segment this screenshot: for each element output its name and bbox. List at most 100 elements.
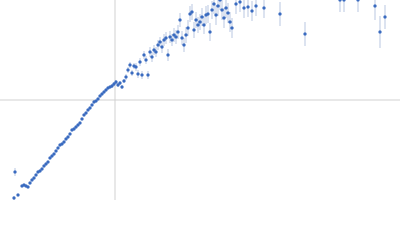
data-point: [74, 125, 78, 129]
data-point: [136, 72, 140, 76]
data-point: [184, 33, 188, 37]
data-point: [180, 36, 184, 40]
data-point: [30, 178, 34, 182]
data-point: [16, 193, 20, 197]
data-point: [148, 50, 152, 54]
data-point: [194, 18, 198, 22]
data-point: [202, 23, 206, 27]
data-point: [12, 196, 16, 200]
data-point: [146, 73, 150, 77]
data-point: [72, 127, 76, 131]
data-point: [78, 121, 82, 125]
data-point: [278, 12, 282, 16]
data-point: [220, 8, 224, 12]
data-point: [214, 13, 218, 17]
data-point: [96, 97, 100, 101]
data-point: [182, 43, 186, 47]
data-point: [80, 117, 84, 121]
data-point: [238, 0, 242, 4]
data-point: [200, 15, 204, 19]
data-point: [42, 164, 46, 168]
data-point: [210, 8, 214, 12]
data-point: [104, 88, 108, 92]
data-point: [178, 18, 182, 22]
data-point: [206, 12, 210, 16]
data-point: [94, 99, 98, 103]
data-point: [90, 103, 94, 107]
data-point: [66, 135, 70, 139]
data-point: [216, 4, 220, 8]
data-point: [50, 154, 54, 158]
data-point: [170, 38, 174, 42]
data-point: [356, 0, 360, 2]
data-point: [64, 137, 68, 141]
data-point: [44, 162, 48, 166]
data-point: [338, 0, 342, 2]
data-point: [124, 75, 128, 79]
data-point: [60, 142, 64, 146]
data-point: [224, 6, 228, 10]
data-point: [158, 40, 162, 44]
data-point: [52, 152, 56, 156]
data-point: [86, 108, 90, 112]
data-point: [28, 181, 32, 185]
data-point: [116, 83, 120, 87]
data-point: [150, 55, 154, 59]
data-point: [62, 140, 66, 144]
data-point: [84, 111, 88, 115]
data-point: [218, 0, 222, 2]
data-point: [162, 38, 166, 42]
data-point: [160, 45, 164, 49]
data-point: [82, 113, 86, 117]
data-point: [140, 73, 144, 77]
data-point: [342, 0, 346, 2]
data-point: [48, 156, 52, 160]
data-point: [112, 82, 116, 86]
data-point: [110, 84, 114, 88]
data-point: [383, 15, 387, 19]
data-point: [156, 43, 160, 47]
data-point: [68, 132, 72, 136]
data-point: [34, 173, 38, 177]
data-point: [154, 50, 158, 54]
data-point: [164, 36, 168, 40]
data-point: [138, 60, 142, 64]
data-point: [166, 53, 170, 57]
data-point: [32, 176, 36, 180]
data-point: [230, 26, 234, 30]
data-point: [46, 160, 50, 164]
data-point: [130, 71, 134, 75]
chart: [0, 0, 400, 200]
data-point: [102, 90, 106, 94]
data-point: [250, 9, 254, 13]
data-point: [134, 65, 138, 69]
data-point: [172, 33, 176, 37]
data-point: [222, 16, 226, 20]
data-point: [168, 35, 172, 39]
data-point: [152, 48, 156, 52]
data-point: [118, 81, 122, 85]
data-point: [228, 20, 232, 24]
data-point: [26, 185, 30, 189]
data-point: [40, 167, 44, 171]
data-point: [212, 2, 216, 6]
data-point: [303, 32, 307, 36]
data-point: [114, 80, 118, 84]
data-point: [186, 26, 190, 30]
data-point: [98, 94, 102, 98]
data-point: [226, 11, 230, 15]
data-point: [126, 68, 130, 72]
data-point: [246, 5, 250, 9]
data-point: [190, 10, 194, 14]
data-point: [373, 4, 377, 8]
data-point: [378, 30, 382, 34]
data-point: [208, 30, 212, 34]
data-point: [234, 2, 238, 6]
data-point: [100, 92, 104, 96]
data-point: [192, 28, 196, 32]
data-point: [254, 4, 258, 8]
data-point: [76, 123, 80, 127]
data-point: [54, 149, 58, 153]
data-point: [176, 30, 180, 34]
data-point: [174, 35, 178, 39]
